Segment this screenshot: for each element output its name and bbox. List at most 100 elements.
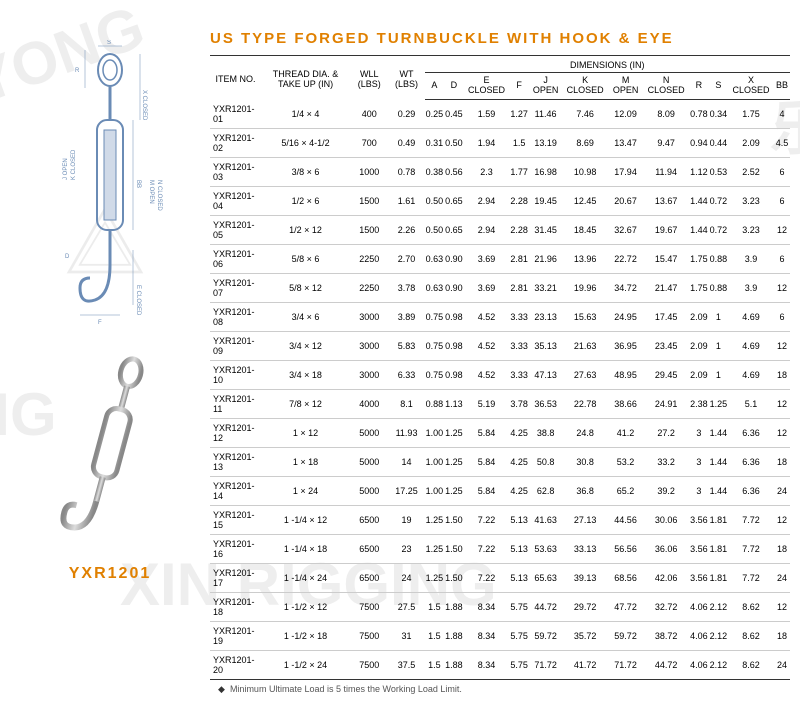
table-cell: 5000 bbox=[350, 447, 389, 476]
table-cell: 1.44 bbox=[689, 186, 709, 215]
table-cell: 2.94 bbox=[464, 186, 510, 215]
col-a: A bbox=[425, 73, 445, 100]
table-cell: 0.50 bbox=[444, 128, 464, 157]
table-cell: 1 bbox=[709, 302, 729, 331]
table-cell: 0.63 bbox=[425, 244, 445, 273]
col-n: N CLOSED bbox=[643, 73, 689, 100]
table-cell: 12 bbox=[774, 215, 790, 244]
table-cell: 4.69 bbox=[728, 360, 774, 389]
table-cell: 1.88 bbox=[444, 592, 464, 621]
table-row: YXR1201-141 × 24500017.251.001.255.844.2… bbox=[210, 476, 790, 505]
table-cell: 5.13 bbox=[509, 505, 529, 534]
table-cell: 39.13 bbox=[562, 563, 608, 592]
col-j: J OPEN bbox=[529, 73, 562, 100]
table-cell: 22.78 bbox=[562, 389, 608, 418]
table-cell: 12 bbox=[774, 389, 790, 418]
table-cell: 24 bbox=[774, 650, 790, 679]
table-cell: YXR1201-03 bbox=[210, 157, 261, 186]
table-cell: 2.26 bbox=[388, 215, 424, 244]
table-cell: 3.56 bbox=[689, 534, 709, 563]
table-cell: 65.63 bbox=[529, 563, 562, 592]
table-cell: 1000 bbox=[350, 157, 389, 186]
table-cell: YXR1201-14 bbox=[210, 476, 261, 505]
table-cell: 5.75 bbox=[509, 621, 529, 650]
table-cell: 5.83 bbox=[388, 331, 424, 360]
table-cell: 5/16 × 4-1/2 bbox=[261, 128, 350, 157]
table-cell: 27.2 bbox=[643, 418, 689, 447]
table-cell: 5/8 × 6 bbox=[261, 244, 350, 273]
table-cell: 16.98 bbox=[529, 157, 562, 186]
table-cell: 5/8 × 12 bbox=[261, 273, 350, 302]
table-row: YXR1201-065/8 × 622502.700.630.903.692.8… bbox=[210, 244, 790, 273]
table-cell: 1.12 bbox=[689, 157, 709, 186]
table-cell: 0.88 bbox=[709, 273, 729, 302]
table-cell: 1.77 bbox=[509, 157, 529, 186]
col-bb: BB bbox=[774, 73, 790, 100]
table-cell: 12.45 bbox=[562, 186, 608, 215]
col-d: D bbox=[444, 73, 464, 100]
table-cell: 27.63 bbox=[562, 360, 608, 389]
table-cell: 3.33 bbox=[509, 302, 529, 331]
table-cell: 7.46 bbox=[562, 100, 608, 129]
table-cell: 3.69 bbox=[464, 273, 510, 302]
table-cell: 0.34 bbox=[709, 100, 729, 129]
table-row: YXR1201-171 -1/4 × 246500241.251.507.225… bbox=[210, 563, 790, 592]
table-cell: 6 bbox=[774, 157, 790, 186]
table-cell: YXR1201-13 bbox=[210, 447, 261, 476]
table-cell: 2.28 bbox=[509, 186, 529, 215]
table-cell: 3.23 bbox=[728, 186, 774, 215]
table-cell: 3.9 bbox=[728, 244, 774, 273]
table-cell: 19.67 bbox=[643, 215, 689, 244]
table-cell: 7500 bbox=[350, 592, 389, 621]
table-cell: 400 bbox=[350, 100, 389, 129]
col-x: X CLOSED bbox=[728, 73, 774, 100]
col-f: F bbox=[509, 73, 529, 100]
spec-table: ITEM NO. THREAD DIA. & TAKE UP (IN) WLL … bbox=[210, 55, 790, 695]
table-cell: 15.63 bbox=[562, 302, 608, 331]
table-cell: YXR1201-16 bbox=[210, 534, 261, 563]
table-cell: 5.75 bbox=[509, 592, 529, 621]
table-cell: 1.81 bbox=[709, 505, 729, 534]
table-cell: 2.28 bbox=[509, 215, 529, 244]
table-cell: 4 bbox=[774, 100, 790, 129]
table-cell: YXR1201-08 bbox=[210, 302, 261, 331]
table-cell: 5000 bbox=[350, 418, 389, 447]
table-cell: 32.72 bbox=[643, 592, 689, 621]
table-cell: 36.06 bbox=[643, 534, 689, 563]
table-cell: 30.8 bbox=[562, 447, 608, 476]
table-row: YXR1201-181 -1/2 × 12750027.51.51.888.34… bbox=[210, 592, 790, 621]
table-cell: 3000 bbox=[350, 360, 389, 389]
table-cell: 8.34 bbox=[464, 621, 510, 650]
svg-text:R: R bbox=[75, 68, 80, 74]
table-cell: 0.65 bbox=[444, 215, 464, 244]
table-cell: 8.69 bbox=[562, 128, 608, 157]
table-cell: 36.53 bbox=[529, 389, 562, 418]
table-cell: 1.00 bbox=[425, 418, 445, 447]
table-cell: 0.88 bbox=[425, 389, 445, 418]
table-cell: 13.96 bbox=[562, 244, 608, 273]
table-cell: 38.66 bbox=[608, 389, 643, 418]
col-wt: WT (LBS) bbox=[388, 56, 424, 100]
table-cell: 23 bbox=[388, 534, 424, 563]
col-m: M OPEN bbox=[608, 73, 643, 100]
page-title: US TYPE FORGED TURNBUCKLE WITH HOOK & EY… bbox=[210, 30, 790, 47]
table-row: YXR1201-151 -1/4 × 126500191.251.507.225… bbox=[210, 505, 790, 534]
table-cell: 1.88 bbox=[444, 621, 464, 650]
col-dimensions: DIMENSIONS (IN) bbox=[425, 56, 790, 73]
product-code: YXR1201 bbox=[69, 565, 152, 583]
table-cell: 23.13 bbox=[529, 302, 562, 331]
table-cell: 6 bbox=[774, 244, 790, 273]
table-cell: 5.1 bbox=[728, 389, 774, 418]
table-cell: 1.13 bbox=[444, 389, 464, 418]
table-cell: 4.25 bbox=[509, 418, 529, 447]
table-cell: 11.94 bbox=[643, 157, 689, 186]
table-cell: 4.52 bbox=[464, 360, 510, 389]
table-row: YXR1201-161 -1/4 × 186500231.251.507.225… bbox=[210, 534, 790, 563]
table-cell: 0.65 bbox=[444, 186, 464, 215]
table-cell: YXR1201-04 bbox=[210, 186, 261, 215]
table-cell: 0.94 bbox=[689, 128, 709, 157]
table-cell: 8.34 bbox=[464, 650, 510, 679]
table-cell: 12.09 bbox=[608, 100, 643, 129]
table-cell: 4000 bbox=[350, 389, 389, 418]
table-cell: 1.25 bbox=[444, 418, 464, 447]
